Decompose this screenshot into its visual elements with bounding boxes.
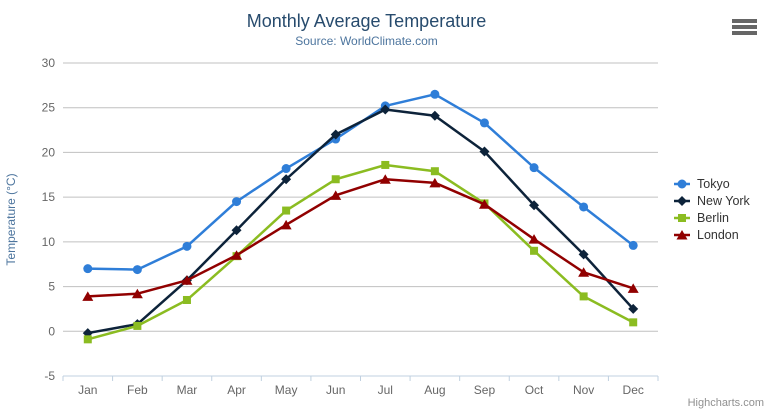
y-axis-tick-label: 0	[48, 324, 55, 338]
data-point-london-may[interactable]	[280, 219, 292, 230]
y-axis-tick-label: 20	[42, 145, 56, 159]
legend-label: New York	[697, 193, 750, 208]
data-point-berlin-may[interactable]	[282, 206, 291, 215]
data-point-tokyo-jan[interactable]	[83, 264, 93, 274]
y-axis-tick-label: 5	[48, 280, 55, 294]
data-point-berlin-feb[interactable]	[133, 321, 142, 330]
y-axis-tick-label: -5	[44, 369, 55, 383]
data-point-london-oct[interactable]	[528, 234, 540, 244]
data-point-new-york-jun[interactable]	[330, 129, 341, 140]
data-point-london-jul[interactable]	[379, 174, 391, 184]
chart-subtitle: Source: WorldClimate.com	[295, 34, 438, 48]
data-point-new-york-may[interactable]	[281, 174, 292, 185]
x-axis-tick-label: May	[275, 383, 298, 397]
hamburger-bar	[732, 25, 757, 29]
data-point-tokyo-dec[interactable]	[628, 240, 638, 250]
data-point-berlin-dec[interactable]	[629, 318, 638, 327]
x-axis-tick-label: Aug	[424, 383, 445, 397]
series-line-tokyo[interactable]	[86, 93, 635, 271]
y-axis-tick-label: 15	[42, 190, 56, 204]
x-axis-tick-label: Jan	[78, 383, 97, 397]
y-axis-tick-label: 10	[42, 235, 56, 249]
data-point-london-apr[interactable]	[231, 250, 243, 260]
hamburger-bar	[732, 31, 757, 35]
x-axis-tick-label: Mar	[177, 383, 198, 397]
series-line-new-york[interactable]	[86, 108, 635, 335]
y-axis-title: Temperature (°C)	[4, 173, 18, 265]
y-axis-tick-label: 30	[42, 56, 56, 70]
legend-item-london[interactable]: London	[673, 226, 750, 243]
data-point-tokyo-sep[interactable]	[479, 118, 489, 128]
series-line-berlin[interactable]	[86, 163, 635, 341]
legend-marker-tokyo[interactable]	[677, 179, 687, 188]
data-point-new-york-apr[interactable]	[231, 225, 242, 236]
data-point-berlin-aug[interactable]	[430, 167, 439, 176]
data-point-new-york-oct[interactable]	[529, 200, 540, 211]
data-point-london-jan[interactable]	[82, 291, 94, 301]
data-point-london-nov[interactable]	[578, 267, 590, 277]
legend: Tokyo New York Berlin London	[673, 175, 750, 243]
hamburger-menu-icon[interactable]	[732, 19, 757, 35]
x-axis-tick-label: Dec	[623, 383, 644, 397]
legend-item-berlin[interactable]: Berlin	[673, 209, 750, 226]
data-point-new-york-nov[interactable]	[578, 249, 589, 260]
data-point-london-dec[interactable]	[627, 283, 639, 293]
data-point-london-jun[interactable]	[330, 190, 342, 200]
data-point-berlin-mar[interactable]	[182, 295, 191, 304]
data-point-tokyo-may[interactable]	[281, 164, 291, 174]
data-point-new-york-dec[interactable]	[628, 303, 639, 314]
hamburger-bar	[732, 19, 757, 23]
legend-marker-new-york[interactable]	[677, 195, 687, 206]
highcharts-credit-link[interactable]: Highcharts.com	[687, 397, 764, 409]
y-axis-tick-label: 25	[42, 101, 56, 115]
legend-item-tokyo[interactable]: Tokyo	[673, 175, 750, 192]
x-axis-tick-label: Apr	[227, 383, 246, 397]
data-point-new-york-jul[interactable]	[380, 104, 391, 115]
data-point-london-feb[interactable]	[131, 288, 143, 299]
berlin-series-marker-icon	[674, 213, 690, 222]
data-point-tokyo-aug[interactable]	[430, 89, 440, 99]
x-axis-tick-label: Oct	[525, 383, 544, 397]
legend-label: London	[697, 227, 739, 242]
data-point-tokyo-nov[interactable]	[579, 202, 589, 212]
data-point-tokyo-oct[interactable]	[529, 163, 539, 173]
data-point-berlin-jun[interactable]	[331, 175, 340, 184]
data-point-berlin-jul[interactable]	[381, 160, 390, 169]
data-point-tokyo-feb[interactable]	[132, 265, 142, 275]
x-axis-tick-label: Nov	[573, 383, 594, 397]
data-point-berlin-nov[interactable]	[579, 292, 588, 301]
chart-title: Monthly Average Temperature	[246, 11, 487, 31]
legend-marker-berlin[interactable]	[678, 213, 686, 222]
data-point-london-mar[interactable]	[181, 275, 193, 285]
x-axis-tick-label: Jul	[378, 383, 393, 397]
series-line-london[interactable]	[86, 178, 635, 298]
london-series-marker-icon	[674, 229, 690, 240]
data-point-tokyo-mar[interactable]	[182, 241, 192, 251]
data-point-berlin-oct[interactable]	[530, 246, 539, 255]
legend-marker-london[interactable]	[676, 229, 688, 240]
legend-label: Berlin	[697, 210, 729, 225]
new-york-series-marker-icon	[674, 195, 690, 206]
data-point-tokyo-apr[interactable]	[232, 197, 242, 207]
data-point-new-york-sep[interactable]	[479, 146, 490, 157]
x-axis-tick-label: Jun	[326, 383, 345, 397]
tokyo-series-marker-icon	[674, 179, 690, 188]
data-point-london-aug[interactable]	[429, 177, 441, 188]
data-point-london-sep[interactable]	[478, 199, 490, 209]
x-axis-tick-label: Sep	[474, 383, 496, 397]
x-axis-tick-label: Feb	[127, 383, 148, 397]
data-point-new-york-aug[interactable]	[429, 110, 440, 121]
legend-label: Tokyo	[697, 176, 730, 191]
legend-item-new-york[interactable]: New York	[673, 192, 750, 209]
data-point-berlin-jan[interactable]	[83, 335, 92, 344]
